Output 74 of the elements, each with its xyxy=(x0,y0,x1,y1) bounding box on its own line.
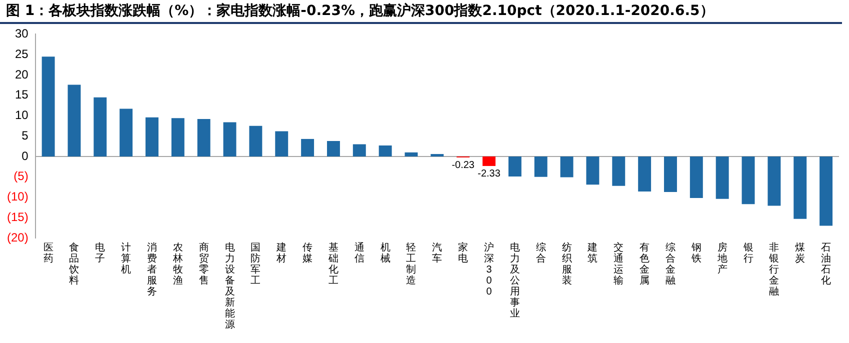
chart-title: 图 1：各板块指数涨跌幅（%）：家电指数涨幅-0.23%，跑赢沪深300指数2.10pct（2020.1.1-2020.6.5） xyxy=(0,0,842,24)
x-tick-label: 交通运输 xyxy=(614,241,624,286)
x-tick-label: 非银行金融 xyxy=(768,241,780,298)
bar xyxy=(171,118,184,156)
bar xyxy=(197,118,210,156)
x-tick-label: 煤炭 xyxy=(795,241,806,264)
y-tick-label: 0 xyxy=(22,148,29,163)
y-tick-label: 10 xyxy=(14,108,29,122)
bar xyxy=(68,84,81,156)
bar xyxy=(301,138,314,156)
bar xyxy=(326,140,340,156)
y-tick-label: (10) xyxy=(6,190,28,204)
x-tick-label: 消费者服务 xyxy=(147,241,157,298)
x-tick-label: 商贸零售 xyxy=(198,241,209,286)
y-tick-label: 30 xyxy=(14,26,29,41)
data-label: -2.33 xyxy=(478,168,501,180)
bar xyxy=(534,156,548,177)
bar xyxy=(586,156,600,185)
x-tick-label: 家电 xyxy=(458,241,468,264)
x-tick-label: 石油石化 xyxy=(821,242,832,286)
x-tick-label: 通信 xyxy=(354,241,364,264)
x-tick-label: 建材 xyxy=(276,241,287,264)
x-tick-label: 纺织服装 xyxy=(562,241,572,286)
y-tick-label: (15) xyxy=(6,210,28,224)
x-tick-label: 有色金属 xyxy=(640,241,650,286)
x-tick-label: 医药 xyxy=(43,242,54,264)
x-tick-label: 房地产 xyxy=(716,241,728,276)
y-tick-label: (5) xyxy=(14,169,28,184)
x-tick-label: 计算机 xyxy=(121,241,132,276)
bar xyxy=(742,156,755,204)
bar xyxy=(275,131,288,156)
bar xyxy=(146,117,158,156)
y-tick-label: 25 xyxy=(14,46,29,61)
x-tick-label: 国防军工 xyxy=(250,242,261,286)
y-tick-label: 15 xyxy=(14,88,29,102)
x-tick-label: 农林牧渔 xyxy=(172,242,183,286)
bar xyxy=(612,156,626,186)
data-label: -0.23 xyxy=(452,160,475,172)
x-tick-label: 汽车 xyxy=(432,241,442,264)
bar xyxy=(120,108,133,156)
bar xyxy=(94,97,107,156)
bar xyxy=(223,122,236,156)
bar xyxy=(249,126,262,156)
x-tick-label: 综合金融 xyxy=(665,241,676,286)
bar xyxy=(508,156,522,176)
bar xyxy=(42,56,55,156)
x-tick-label: 电力及公用事业 xyxy=(510,241,520,320)
x-tick-label: 银行 xyxy=(742,242,754,264)
x-tick-label: 基础化工 xyxy=(327,241,338,286)
bar xyxy=(560,156,574,178)
x-tick-label: 传媒 xyxy=(302,242,313,264)
x-tick-label: 轻工制造 xyxy=(406,241,416,286)
x-tick-label: 建筑 xyxy=(586,241,598,264)
bar xyxy=(404,152,418,156)
bar xyxy=(482,156,496,166)
y-tick-label: (20) xyxy=(6,230,28,244)
x-tick-label: 沪深300 xyxy=(484,241,494,298)
bar xyxy=(768,156,781,206)
bar xyxy=(378,145,392,156)
x-tick-label: 钢铁 xyxy=(690,242,702,264)
bar xyxy=(638,156,652,192)
x-tick-label: 电子 xyxy=(95,241,106,264)
y-tick-label: 5 xyxy=(22,128,29,142)
bar xyxy=(664,156,677,192)
x-tick-label: 电力设备及新能源 xyxy=(224,241,235,330)
bar xyxy=(794,156,807,219)
bar xyxy=(716,156,729,199)
bar xyxy=(820,156,833,226)
x-tick-label: 机械 xyxy=(380,241,390,264)
bar xyxy=(690,156,703,198)
x-tick-label: 综合 xyxy=(536,241,546,264)
bar xyxy=(352,144,366,156)
y-tick-label: 20 xyxy=(14,67,29,82)
x-tick-label: 食品饮料 xyxy=(68,241,80,286)
